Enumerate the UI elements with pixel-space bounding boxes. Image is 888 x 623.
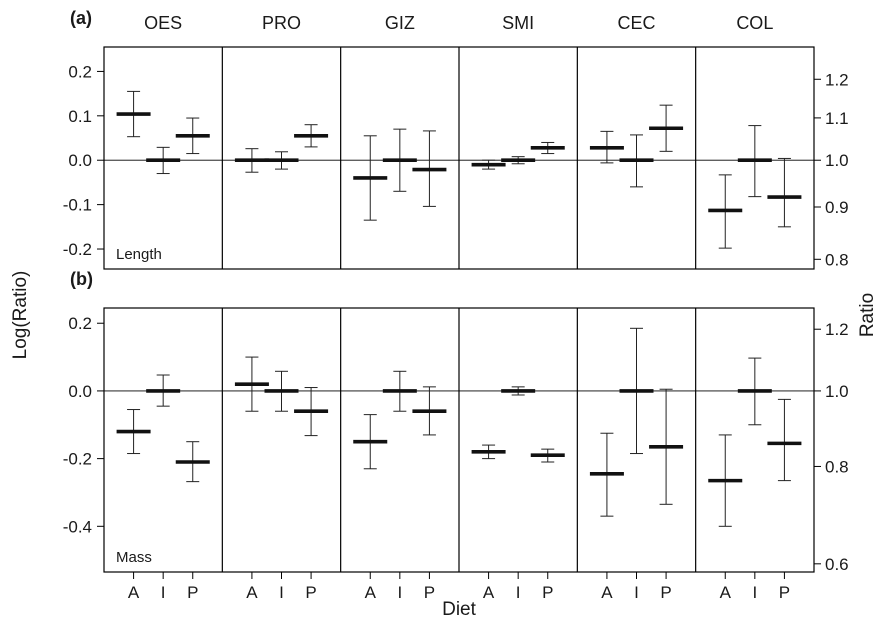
y-tick-label: -0.4	[63, 517, 92, 536]
error-bar	[501, 156, 536, 165]
error-bar	[353, 135, 388, 221]
group-label: COL	[736, 13, 773, 33]
x-tick-label: I	[516, 583, 521, 602]
group-label: CEC	[617, 13, 655, 33]
x-tick-label: I	[161, 583, 166, 602]
x-tick-label: A	[128, 583, 140, 602]
y2-tick-label: 0.8	[825, 250, 849, 269]
y-tick-label: 0.0	[68, 382, 92, 401]
error-bar	[146, 374, 181, 407]
error-bar	[649, 388, 684, 505]
x-tick-label: I	[279, 583, 284, 602]
y-tick-label: 0.2	[68, 62, 92, 81]
group-label: SMI	[502, 13, 534, 33]
y2-tick-label: 1.0	[825, 382, 849, 401]
y2-tick-label: 0.9	[825, 198, 849, 217]
panel-length: 0.2 0.1 0.0 -0.1 -0.2 1.2 1.1 1.0 0.9 0.8 (a) Lengt…	[63, 8, 849, 270]
x-tick-label: A	[246, 583, 258, 602]
error-bar	[708, 174, 743, 249]
group-label: PRO	[262, 13, 301, 33]
y-tick-label: 0.1	[68, 107, 92, 126]
x-tick-label: P	[305, 583, 316, 602]
error-bar	[116, 90, 151, 138]
error-bar	[353, 414, 388, 470]
secondary-y-axis-label: Ratio	[857, 293, 878, 337]
group-label: OES	[144, 13, 182, 33]
error-bar	[412, 386, 447, 436]
panels: 0.2 0.1 0.0 -0.1 -0.2 1.2 1.1 1.0 0.9 0.8 (a) Lengt…	[63, 8, 849, 602]
error-bar	[175, 441, 210, 483]
error-bar	[382, 370, 417, 412]
error-bar	[382, 128, 417, 192]
x-tick-label: P	[187, 583, 198, 602]
error-bar	[501, 386, 536, 396]
error-bar	[175, 117, 210, 155]
error-bar	[767, 398, 802, 482]
error-bar	[737, 125, 772, 198]
error-bar	[471, 444, 506, 460]
x-tick-label: A	[601, 583, 613, 602]
error-bar	[619, 134, 654, 188]
y2-tick-label: 1.0	[825, 151, 849, 170]
error-bar	[649, 104, 684, 152]
error-bar	[619, 327, 654, 455]
x-tick-label: P	[424, 583, 435, 602]
panel-mass: 0.2 0.0 -0.2 -0.4 1.2 1.0 0.8 0.6 (b) Mass A I P A I P A…	[63, 269, 849, 602]
error-bar	[708, 434, 743, 527]
y-tick-label: -0.1	[63, 196, 92, 215]
error-bar	[234, 148, 269, 173]
error-bar	[146, 146, 181, 175]
y-axis-label: Log(Ratio)	[10, 271, 31, 360]
y2-tick-label: 1.2	[825, 320, 849, 339]
y2-tick-label: 0.8	[825, 457, 849, 476]
error-bar	[234, 356, 269, 412]
panel-label: (a)	[70, 8, 92, 28]
y2-tick-label: 1.1	[825, 109, 849, 128]
error-bar	[530, 141, 565, 155]
x-tick-label: A	[720, 583, 732, 602]
y-tick-label: 0.2	[68, 314, 92, 333]
x-tick-label: P	[779, 583, 790, 602]
error-bar	[294, 387, 329, 437]
error-bar	[412, 130, 447, 207]
x-tick-label: A	[483, 583, 495, 602]
y-tick-label: -0.2	[63, 450, 92, 469]
error-bar	[264, 151, 299, 170]
error-bar	[471, 159, 506, 170]
y-tick-label: -0.2	[63, 240, 92, 259]
x-tick-label: A	[365, 583, 377, 602]
error-bar	[589, 130, 624, 164]
error-bar	[589, 432, 624, 517]
error-bar	[294, 124, 329, 148]
x-axis-label: Diet	[442, 599, 477, 620]
group-label: GIZ	[385, 13, 415, 33]
x-tick-label: I	[397, 583, 402, 602]
panel-label: (b)	[70, 269, 93, 289]
x-tick-label: I	[752, 583, 757, 602]
y-tick-label: 0.0	[68, 151, 92, 170]
error-bar	[767, 157, 802, 228]
variable-label: Length	[116, 246, 162, 263]
x-tick-label: I	[634, 583, 639, 602]
error-bar	[737, 357, 772, 426]
x-tick-label: P	[542, 583, 553, 602]
y2-tick-label: 0.6	[825, 555, 849, 574]
error-bar	[530, 448, 565, 463]
error-bar	[264, 370, 299, 412]
x-tick-label: P	[660, 583, 671, 602]
error-bar	[116, 409, 151, 455]
y2-tick-label: 1.2	[825, 70, 849, 89]
variable-label: Mass	[116, 549, 152, 566]
